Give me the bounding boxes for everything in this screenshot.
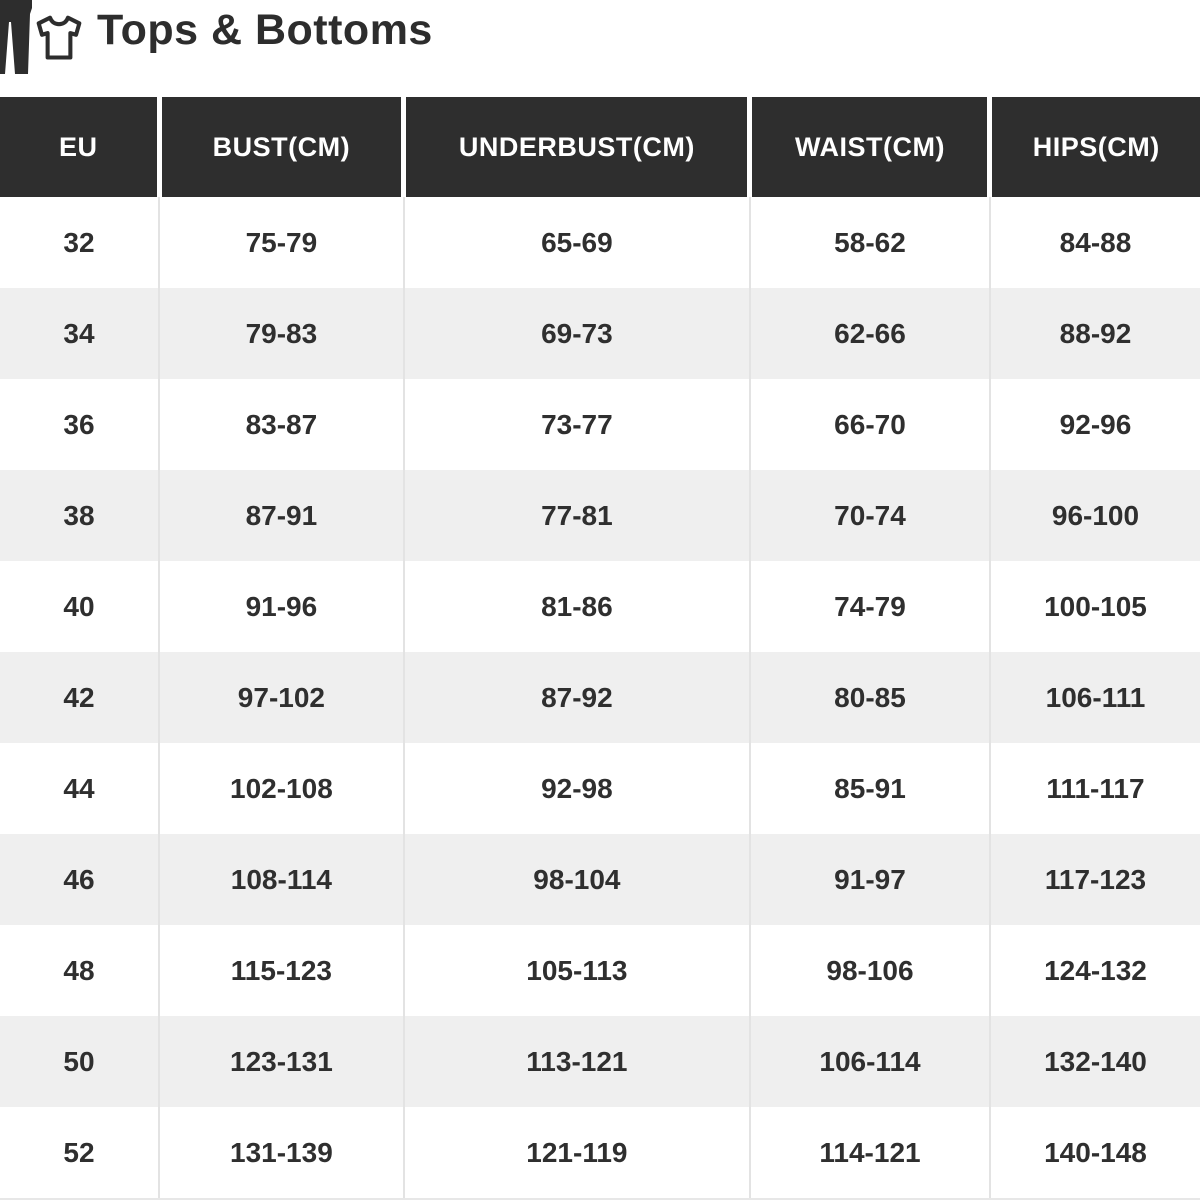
measurement-cell: 62-66 (748, 288, 990, 379)
table-row: 48 115-123 105-113 98-106 124-132 (0, 925, 1200, 1016)
measurement-cell: 74-79 (748, 561, 990, 652)
size-eu-cell: 42 (0, 652, 159, 743)
measurement-cell: 87-92 (402, 652, 750, 743)
size-eu-cell: 46 (0, 834, 159, 925)
table-row: 46 108-114 98-104 91-97 117-123 (0, 834, 1200, 925)
measurement-cell: 106-114 (748, 1016, 990, 1107)
measurement-cell: 132-140 (988, 1016, 1200, 1107)
measurement-cell: 98-104 (402, 834, 750, 925)
measurement-cell: 97-102 (158, 652, 404, 743)
measurement-cell: 114-121 (748, 1107, 990, 1198)
measurement-cell: 98-106 (748, 925, 990, 1016)
size-eu-cell: 38 (0, 470, 159, 561)
measurement-cell: 92-98 (402, 743, 750, 834)
table-row: 36 83-87 73-77 66-70 92-96 (0, 379, 1200, 470)
measurement-cell: 70-74 (748, 470, 990, 561)
pants-icon (0, 0, 36, 78)
table-header-row: EU BUST(CM) UNDERBUST(CM) WAIST(CM) HIPS(CM) (0, 97, 1200, 197)
measurement-cell: 83-87 (158, 379, 404, 470)
size-eu-cell: 50 (0, 1016, 159, 1107)
size-eu-cell: 34 (0, 288, 159, 379)
measurement-cell: 131-139 (158, 1107, 404, 1198)
column-header: BUST(CM) (156, 97, 404, 197)
table-row: 34 79-83 69-73 62-66 88-92 (0, 288, 1200, 379)
page-title: Tops & Bottoms (97, 6, 433, 54)
table-row: 44 102-108 92-98 85-91 111-117 (0, 743, 1200, 834)
measurement-cell: 66-70 (748, 379, 990, 470)
column-header: UNDERBUST(CM) (401, 97, 750, 197)
table-row: 38 87-91 77-81 70-74 96-100 (0, 470, 1200, 561)
measurement-cell: 111-117 (988, 743, 1200, 834)
size-eu-cell: 44 (0, 743, 159, 834)
measurement-cell: 58-62 (748, 197, 990, 288)
measurement-cell: 81-86 (402, 561, 750, 652)
size-eu-cell: 32 (0, 197, 159, 288)
measurement-cell: 85-91 (748, 743, 990, 834)
table-row: 52 131-139 121-119 114-121 140-148 (0, 1107, 1200, 1198)
measurement-cell: 100-105 (988, 561, 1200, 652)
measurement-cell: 75-79 (158, 197, 404, 288)
measurement-cell: 84-88 (988, 197, 1200, 288)
measurement-cell: 123-131 (158, 1016, 404, 1107)
size-table: EU BUST(CM) UNDERBUST(CM) WAIST(CM) HIPS(CM)… (0, 97, 1200, 1198)
column-header: HIPS(CM) (987, 97, 1200, 197)
column-header: WAIST(CM) (747, 97, 990, 197)
size-eu-cell: 52 (0, 1107, 159, 1198)
measurement-cell: 96-100 (988, 470, 1200, 561)
measurement-cell: 113-121 (402, 1016, 750, 1107)
measurement-cell: 121-119 (402, 1107, 750, 1198)
table-row: 40 91-96 81-86 74-79 100-105 (0, 561, 1200, 652)
measurement-cell: 87-91 (158, 470, 404, 561)
measurement-cell: 108-114 (158, 834, 404, 925)
size-table-container: EU BUST(CM) UNDERBUST(CM) WAIST(CM) HIPS(CM)… (0, 97, 1200, 1200)
measurement-cell: 102-108 (158, 743, 404, 834)
size-eu-cell: 36 (0, 379, 159, 470)
measurement-cell: 105-113 (402, 925, 750, 1016)
measurement-cell: 73-77 (402, 379, 750, 470)
measurement-cell: 140-148 (988, 1107, 1200, 1198)
measurement-cell: 91-96 (158, 561, 404, 652)
table-row: 32 75-79 65-69 58-62 84-88 (0, 197, 1200, 288)
measurement-cell: 79-83 (158, 288, 404, 379)
measurement-cell: 88-92 (988, 288, 1200, 379)
measurement-cell: 80-85 (748, 652, 990, 743)
measurement-cell: 106-111 (988, 652, 1200, 743)
measurement-cell: 92-96 (988, 379, 1200, 470)
measurement-cell: 91-97 (748, 834, 990, 925)
table-row: 42 97-102 87-92 80-85 106-111 (0, 652, 1200, 743)
table-row: 50 123-131 113-121 106-114 132-140 (0, 1016, 1200, 1107)
column-header: EU (0, 97, 159, 197)
size-eu-cell: 48 (0, 925, 159, 1016)
measurement-cell: 124-132 (988, 925, 1200, 1016)
measurement-cell: 69-73 (402, 288, 750, 379)
size-guide-header: Tops & Bottoms (0, 0, 1200, 97)
tshirt-icon (33, 12, 85, 64)
measurement-cell: 65-69 (402, 197, 750, 288)
measurement-cell: 117-123 (988, 834, 1200, 925)
measurement-cell: 77-81 (402, 470, 750, 561)
size-eu-cell: 40 (0, 561, 159, 652)
measurement-cell: 115-123 (158, 925, 404, 1016)
